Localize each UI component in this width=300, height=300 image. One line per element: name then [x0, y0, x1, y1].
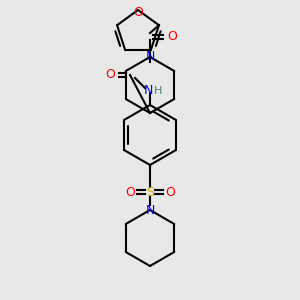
Text: O: O: [133, 5, 143, 19]
Text: N: N: [145, 50, 155, 64]
Text: S: S: [146, 185, 154, 199]
Text: H: H: [154, 86, 162, 96]
Text: O: O: [165, 185, 175, 199]
Text: O: O: [125, 185, 135, 199]
Text: N: N: [145, 203, 155, 217]
Text: O: O: [105, 68, 115, 82]
Text: O: O: [167, 31, 177, 44]
Text: N: N: [143, 85, 153, 98]
